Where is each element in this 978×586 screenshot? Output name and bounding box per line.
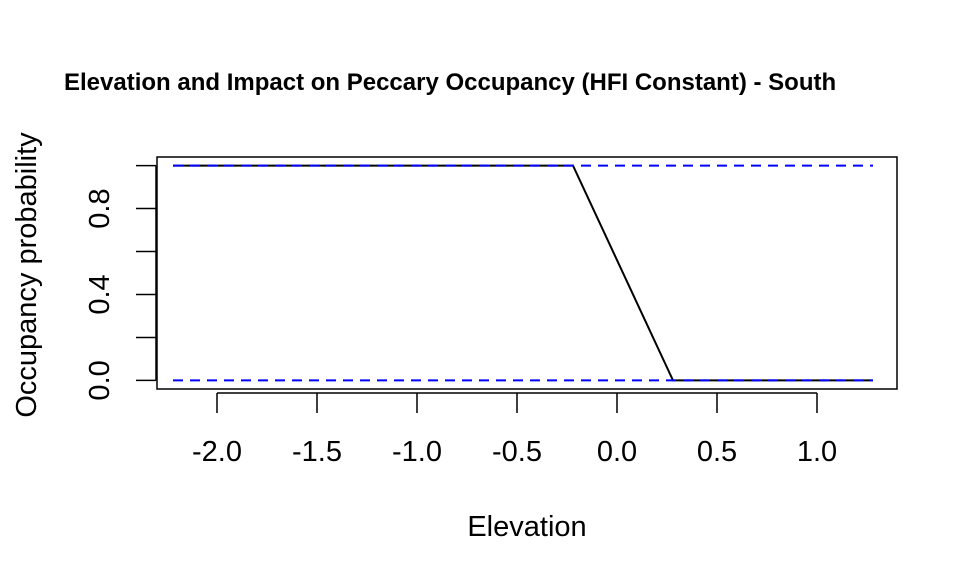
plot-frame: [156, 156, 898, 390]
x-axis-label: Elevation: [467, 511, 586, 543]
y-tick-label: 0.8: [84, 188, 116, 228]
x-tick-label: 1.0: [797, 436, 837, 468]
x-tick-label: -1.5: [292, 436, 342, 468]
series-line-estimate: [173, 164, 873, 382]
y-axis-label: Occupancy probability: [11, 132, 43, 418]
x-axis: -2.0 -1.5 -1.0 -0.5 0.0 0.5 1.0: [192, 392, 837, 468]
x-tick-label: 0.0: [597, 436, 637, 468]
chart-title: Elevation and Impact on Peccary Occupanc…: [64, 69, 836, 96]
y-tick-label: 0.0: [84, 360, 116, 400]
y-axis: 0.0 0.4 0.8: [84, 164, 157, 401]
x-tick-label: -2.0: [192, 436, 242, 468]
y-tick-label: 0.4: [84, 274, 116, 314]
series-layer: [173, 164, 873, 382]
x-tick-label: -1.0: [392, 436, 442, 468]
x-tick-label: 0.5: [697, 436, 737, 468]
x-tick-label: -0.5: [492, 436, 542, 468]
